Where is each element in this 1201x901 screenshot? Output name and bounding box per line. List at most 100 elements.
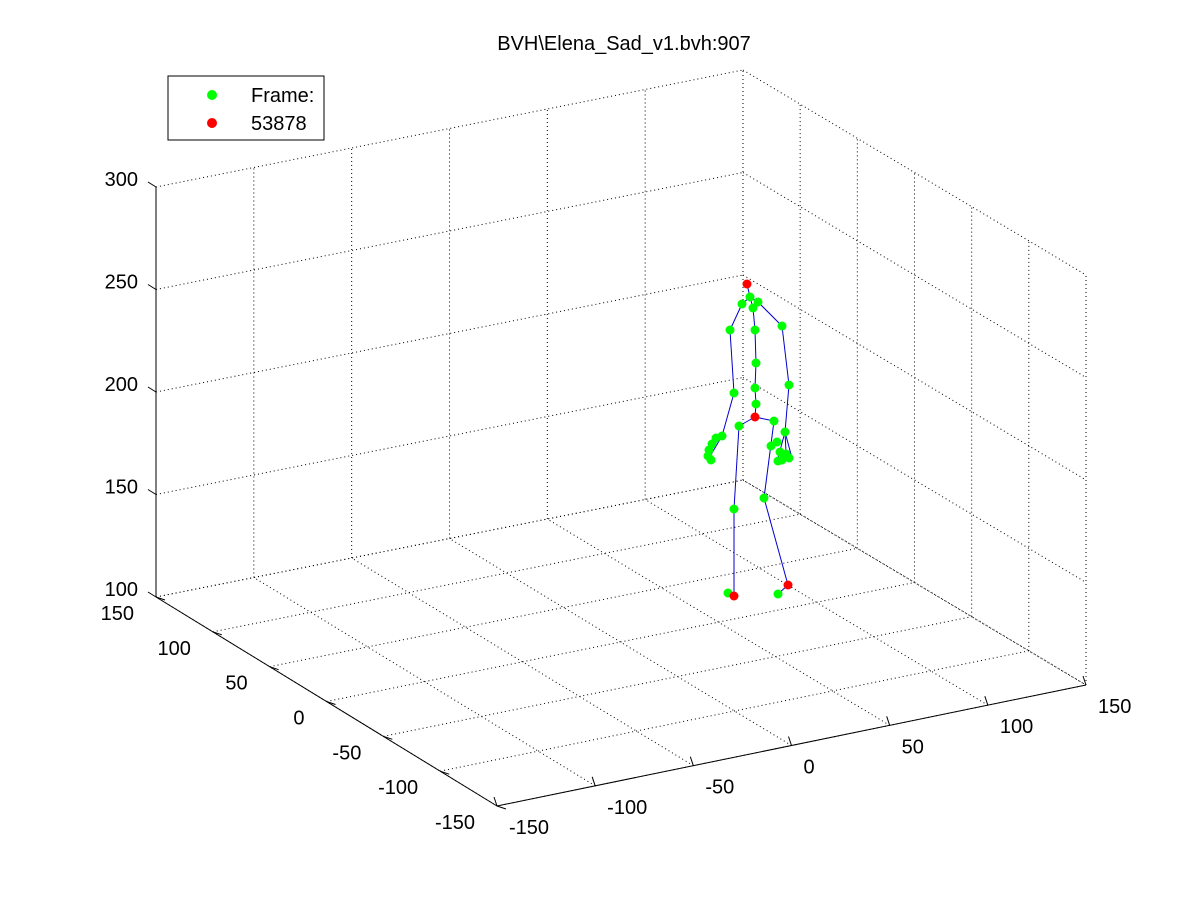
chart-title: BVH\Elena_Sad_v1.bvh:907 xyxy=(497,33,751,55)
right-tick-label: 50 xyxy=(902,736,924,758)
floor-grid-line xyxy=(253,577,596,787)
skeleton-bone xyxy=(754,329,757,364)
floor-grid-line xyxy=(212,513,801,633)
z-tick-mark xyxy=(147,284,157,290)
skeleton-bone xyxy=(757,301,783,327)
floor-grid-line xyxy=(326,582,915,702)
right-tick-mark xyxy=(1082,675,1087,686)
skeleton-bone xyxy=(721,392,735,437)
joint-point xyxy=(729,388,739,398)
joint-point xyxy=(769,416,779,426)
left-tick-label: -150 xyxy=(435,812,475,834)
floor-grid-line xyxy=(351,557,694,767)
joint-point xyxy=(737,299,747,309)
joint-point xyxy=(751,399,761,409)
right-tick-mark xyxy=(788,736,792,746)
skeleton-bone xyxy=(763,497,789,586)
left-tick-mark xyxy=(212,631,222,636)
right-tick-mark xyxy=(591,776,596,786)
left-tick-mark xyxy=(440,770,450,775)
left-tick-label: 150 xyxy=(101,603,134,625)
joint-point xyxy=(784,453,794,463)
joint-point xyxy=(751,358,761,368)
z-tick-mark xyxy=(147,591,157,598)
z-tick-label: 300 xyxy=(105,169,138,191)
left-tick-mark xyxy=(269,666,279,671)
left-tick-mark xyxy=(496,805,507,810)
z-tick-label: 100 xyxy=(105,579,138,601)
wall-grid-line xyxy=(742,69,1087,276)
floor-grid-line xyxy=(440,650,1029,772)
left-tick-label: 50 xyxy=(225,673,247,695)
floor-grid-line xyxy=(644,499,989,706)
legend-box xyxy=(167,75,325,141)
left-tick-label: -100 xyxy=(378,777,418,799)
end-effector-point xyxy=(729,591,739,601)
wall-grid-line xyxy=(742,274,1087,481)
right-tick-mark xyxy=(886,716,891,726)
floor-grid-line xyxy=(269,547,858,668)
end-effector-point xyxy=(783,580,793,590)
floor-grid-line xyxy=(383,616,972,737)
joint-point xyxy=(748,303,758,313)
left-tick-mark xyxy=(383,735,393,740)
joint-point xyxy=(734,421,744,431)
joint-point xyxy=(780,427,790,437)
z-tick-mark xyxy=(147,386,157,393)
joint-point xyxy=(777,321,787,331)
z-tick-label: 150 xyxy=(105,477,138,499)
joint-point xyxy=(766,441,776,451)
joint-point xyxy=(773,456,783,466)
joint-point xyxy=(773,589,783,599)
right-tick-mark xyxy=(689,756,694,766)
left-tick-mark xyxy=(155,596,166,601)
joint-point xyxy=(750,325,760,335)
left-tick-mark xyxy=(326,701,336,705)
grid-lines xyxy=(155,69,1087,807)
floor-grid-line xyxy=(449,538,792,746)
end-effector-point xyxy=(750,412,760,422)
skeleton-bone xyxy=(784,384,790,433)
z-tick-label: 250 xyxy=(105,272,138,294)
joint-point xyxy=(745,292,755,302)
wall-grid-line xyxy=(155,377,744,495)
joint-point xyxy=(725,325,735,335)
joint-point xyxy=(784,380,794,390)
legend: Frame: 53878 xyxy=(167,75,325,141)
joint-point xyxy=(750,383,760,393)
skeleton-bone xyxy=(729,329,735,394)
wall-grid-line xyxy=(742,479,1087,686)
skeleton-joints xyxy=(703,279,794,601)
right-tick-label: 100 xyxy=(1000,716,1033,738)
wall-grid-line xyxy=(742,377,1087,583)
legend-label-value: 53878 xyxy=(251,113,307,135)
right-tick-mark xyxy=(493,796,498,807)
z-tick-label: 200 xyxy=(105,374,138,396)
right-tick-label: -50 xyxy=(705,777,734,799)
left-tick-label: -50 xyxy=(332,742,361,764)
floor-grid-line xyxy=(547,518,890,726)
skeleton-bone xyxy=(733,425,740,510)
skeleton-bone xyxy=(781,325,790,386)
left-tick-label: 0 xyxy=(293,708,304,730)
legend-marker-frame xyxy=(207,90,217,100)
joint-point xyxy=(706,455,716,465)
right-tick-label: -100 xyxy=(607,797,647,819)
z-tick-mark xyxy=(147,489,157,495)
right-tick-label: 150 xyxy=(1098,696,1131,718)
axes xyxy=(147,181,1087,810)
joint-point xyxy=(759,493,769,503)
legend-marker-value xyxy=(207,118,217,128)
wall-grid-line xyxy=(742,172,1087,378)
skeleton-bone xyxy=(729,303,743,331)
right-tick-label: -150 xyxy=(509,817,549,839)
joint-point xyxy=(753,297,763,307)
skeleton-bone xyxy=(763,420,775,499)
z-tick-mark xyxy=(147,181,157,188)
legend-label-frame: Frame: xyxy=(251,85,314,107)
right-tick-mark xyxy=(984,696,989,706)
left-tick-label: 100 xyxy=(157,638,190,660)
right-tick-label: 0 xyxy=(804,757,815,779)
